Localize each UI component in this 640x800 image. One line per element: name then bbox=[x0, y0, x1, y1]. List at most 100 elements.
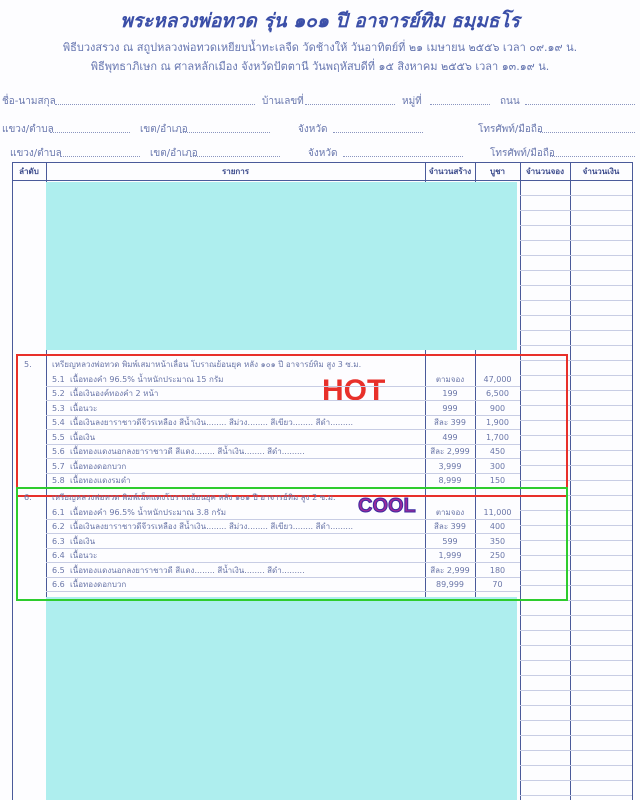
item-reserve-input[interactable] bbox=[520, 474, 570, 488]
item-reserve-input[interactable] bbox=[520, 402, 570, 416]
row-line bbox=[520, 405, 632, 406]
item-name: เนื้อนวะ bbox=[70, 551, 98, 560]
item-number: 5.3 bbox=[52, 403, 65, 413]
row-line bbox=[46, 414, 520, 416]
row-line bbox=[520, 270, 632, 271]
item-price: 70 bbox=[492, 580, 503, 589]
row-line bbox=[46, 576, 520, 578]
row-line bbox=[520, 390, 632, 391]
item-reserve-input[interactable] bbox=[520, 520, 570, 534]
row-line bbox=[520, 630, 632, 631]
item-price: 900 bbox=[489, 403, 506, 413]
item-reserve-input[interactable] bbox=[520, 387, 570, 401]
item-quantity: สีละ 399 bbox=[434, 418, 466, 427]
item-reserve-input[interactable] bbox=[520, 535, 570, 549]
item-name: เนื้อทองคำ 96.5% น้ำหนักประมาณ 15 กรัม bbox=[70, 374, 224, 384]
column-divider bbox=[12, 162, 13, 800]
item-number: 6.2 bbox=[52, 522, 65, 531]
column-divider bbox=[475, 162, 476, 800]
item-number: 5.2 bbox=[52, 389, 65, 398]
item-reserve-input[interactable] bbox=[520, 431, 570, 445]
table-top-border bbox=[12, 162, 632, 163]
row-line bbox=[46, 429, 520, 430]
row-line bbox=[520, 540, 632, 541]
phone-field[interactable] bbox=[540, 132, 635, 133]
district-field-2[interactable] bbox=[190, 156, 280, 157]
item-reserve-input[interactable] bbox=[520, 506, 570, 520]
row-line bbox=[520, 795, 632, 796]
header-price: บูชา bbox=[490, 167, 505, 176]
row-line bbox=[520, 225, 632, 226]
row-line bbox=[520, 450, 632, 451]
form-title: พระหลวงพ่อทวด รุ่น ๑๐๑ ปี อาจารย์ทิม ธมฺ… bbox=[120, 10, 520, 32]
item-reserve-input[interactable] bbox=[520, 373, 570, 387]
district-field[interactable] bbox=[180, 132, 270, 133]
row-line bbox=[520, 315, 632, 316]
header-amount: จำนวนเงิน bbox=[582, 167, 620, 176]
row-line bbox=[520, 660, 632, 661]
row-line bbox=[520, 420, 632, 421]
item-quantity: 999 bbox=[442, 403, 458, 413]
row-line bbox=[520, 690, 632, 691]
row-line bbox=[520, 465, 632, 466]
column-divider bbox=[520, 162, 521, 800]
item-number: 6.6 bbox=[52, 580, 65, 589]
item-quantity: สีละ 2,999 bbox=[430, 565, 470, 575]
item-quantity: สีละ 399 bbox=[434, 522, 466, 531]
cool-label: COOL bbox=[358, 495, 417, 518]
item-quantity: 8,999 bbox=[438, 476, 462, 485]
row-line bbox=[520, 780, 632, 781]
section-number: 5. bbox=[24, 360, 32, 369]
house-no-field[interactable] bbox=[305, 104, 395, 105]
district-label-2: เขต/อำเภอ bbox=[150, 148, 198, 159]
row-line bbox=[520, 195, 632, 196]
item-price: 400 bbox=[489, 522, 506, 531]
item-number: 6.4 bbox=[52, 551, 65, 560]
item-name: เนื้อเงินลงยาราชาวดีจีวรเหลือง สีน้ำเงิน… bbox=[70, 418, 354, 427]
item-number: 6.3 bbox=[52, 536, 65, 546]
column-divider bbox=[46, 162, 47, 800]
province-label-2: จังหวัด bbox=[308, 148, 338, 159]
subdistrict-label: แขวง/ตำบล bbox=[2, 124, 54, 135]
item-reserve-input[interactable] bbox=[520, 416, 570, 430]
name-field[interactable] bbox=[55, 104, 255, 105]
item-number: 5.6 bbox=[52, 447, 65, 456]
item-name: เนื้อนวะ bbox=[70, 403, 98, 413]
row-line bbox=[520, 765, 632, 766]
subdistrict-field[interactable] bbox=[50, 132, 130, 133]
item-name: เนื้อเงิน bbox=[70, 536, 96, 546]
phone-field-2[interactable] bbox=[550, 156, 635, 157]
item-name: เนื้อทองแดงนอกลงยาราชาวดี สีแดง........ … bbox=[70, 565, 305, 575]
item-quantity: 3,999 bbox=[438, 461, 462, 471]
row-line bbox=[520, 330, 632, 331]
item-quantity: 89,999 bbox=[436, 580, 464, 589]
item-reserve-input[interactable] bbox=[520, 564, 570, 578]
item-reserve-input[interactable] bbox=[520, 460, 570, 474]
item-reserve-input[interactable] bbox=[520, 578, 570, 592]
subdistrict-field-2[interactable] bbox=[60, 156, 140, 157]
hot-label: HOT bbox=[322, 374, 386, 407]
header-created: จำนวนสร้าง bbox=[428, 167, 472, 176]
row-line bbox=[520, 705, 632, 706]
item-price: 300 bbox=[489, 461, 506, 471]
row-line bbox=[46, 472, 520, 474]
moo-field[interactable] bbox=[430, 104, 490, 105]
district-label: เขต/อำเภอ bbox=[140, 124, 188, 135]
item-reserve-input[interactable] bbox=[520, 549, 570, 563]
row-line bbox=[520, 675, 632, 676]
province-field[interactable] bbox=[333, 132, 423, 133]
road-field[interactable] bbox=[525, 104, 635, 105]
item-name: เนื้อเงินองค์ทองคำ 2 หน้า bbox=[70, 389, 159, 398]
item-reserve-input[interactable] bbox=[520, 445, 570, 459]
row-line bbox=[520, 585, 632, 586]
row-line bbox=[520, 480, 632, 481]
item-number: 5.8 bbox=[52, 476, 65, 485]
header-reserved: จำนวนจอง bbox=[525, 167, 564, 176]
item-name: เนื้อทองแดงรมดำ bbox=[70, 476, 131, 485]
item-quantity: 599 bbox=[442, 536, 458, 546]
ceremony-line-2: พิธีพุทธาภิเษก ณ ศาลหลักเมือง จังหวัดปัต… bbox=[90, 60, 550, 73]
province-field-2[interactable] bbox=[343, 156, 463, 157]
row-line bbox=[520, 525, 632, 526]
item-price: 350 bbox=[489, 536, 506, 546]
row-line bbox=[46, 385, 520, 387]
